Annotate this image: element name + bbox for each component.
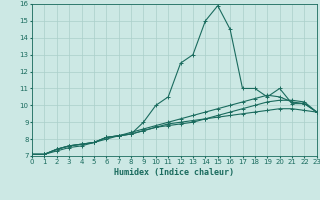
X-axis label: Humidex (Indice chaleur): Humidex (Indice chaleur) bbox=[115, 168, 234, 177]
